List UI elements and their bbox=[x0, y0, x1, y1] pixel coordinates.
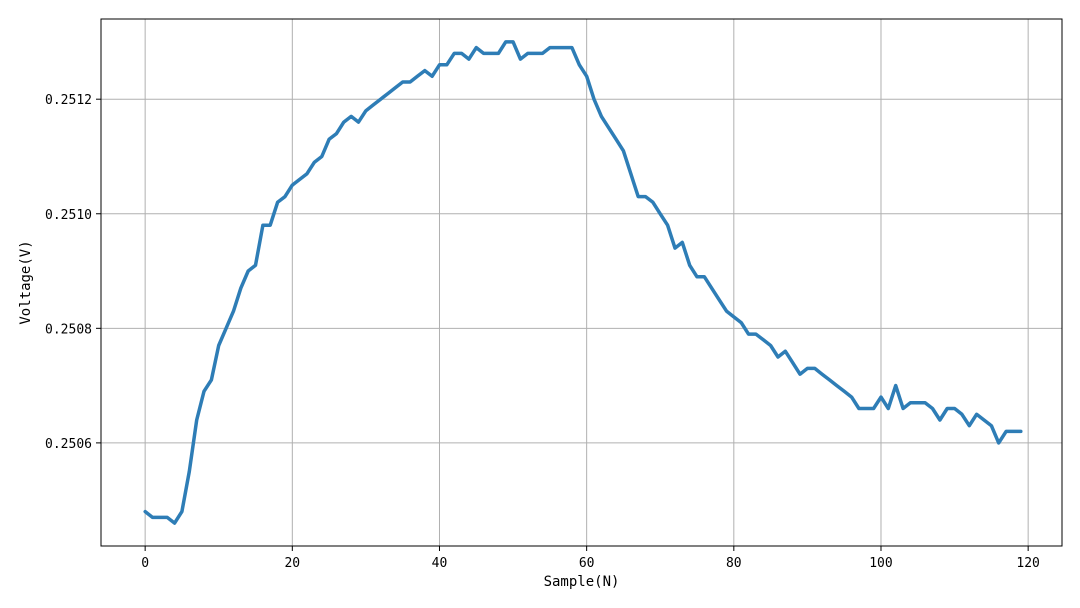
x-tick-label: 100 bbox=[869, 556, 892, 571]
x-axis-label: Sample(N) bbox=[544, 574, 620, 590]
x-tick-label: 0 bbox=[141, 556, 149, 571]
y-tick-label: 0.2506 bbox=[45, 437, 92, 452]
voltage-series-line bbox=[143, 40, 1023, 525]
y-tick-label: 0.2510 bbox=[45, 208, 92, 223]
x-tick-label: 120 bbox=[1016, 556, 1039, 571]
x-tick-label: 60 bbox=[579, 556, 595, 571]
plot-frame bbox=[100, 18, 1063, 547]
axis-ticks: 0 20 40 60 80 100 120 0.2506 0.2508 0.2510 0.2512 bbox=[45, 93, 1040, 571]
x-tick-label: 80 bbox=[726, 556, 742, 571]
x-tick-label: 40 bbox=[432, 556, 448, 571]
y-axis-label: Voltage(V) bbox=[18, 240, 34, 324]
y-tick-label: 0.2508 bbox=[45, 322, 92, 337]
y-tick-label: 0.2512 bbox=[45, 93, 92, 108]
grid-lines bbox=[101, 19, 1062, 546]
x-tick-label: 20 bbox=[284, 556, 300, 571]
